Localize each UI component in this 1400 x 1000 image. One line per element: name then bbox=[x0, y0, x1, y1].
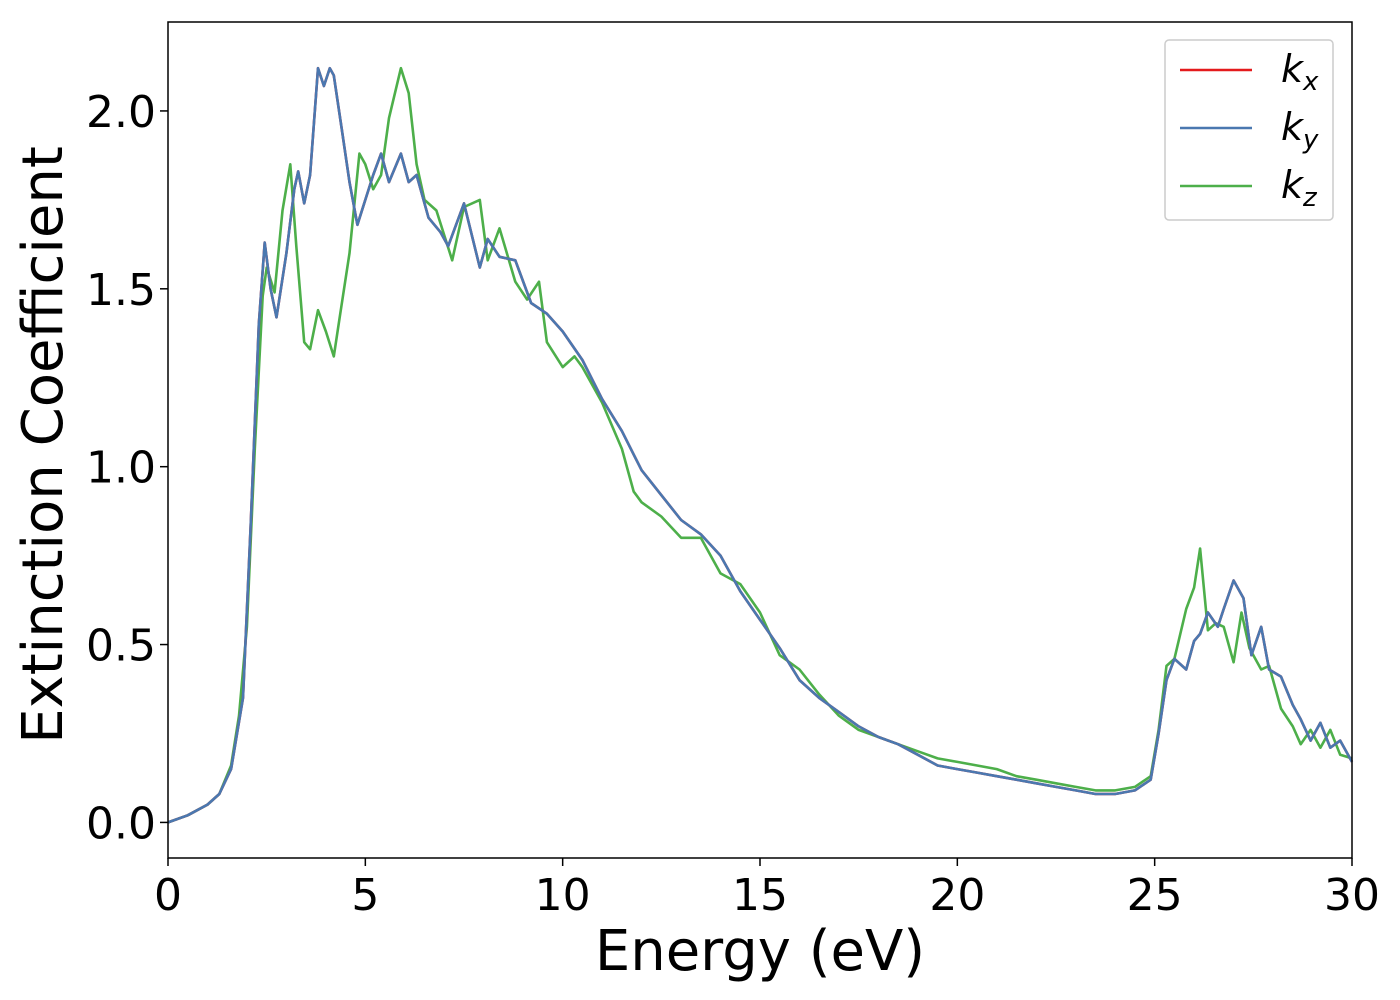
legend-label-ky: ky bbox=[1281, 105, 1319, 155]
x-tick-label: 0 bbox=[154, 870, 182, 921]
y-tick-label: 1.0 bbox=[86, 443, 156, 494]
x-tick-label: 5 bbox=[351, 870, 379, 921]
y-tick-label: 0.0 bbox=[86, 798, 156, 849]
legend: kx ky kz bbox=[1164, 39, 1334, 221]
legend-label-kz: kz bbox=[1281, 163, 1318, 213]
y-tick-label: 2.0 bbox=[86, 87, 156, 138]
series-line-ky bbox=[167, 66, 1354, 824]
legend-box bbox=[1164, 39, 1334, 221]
x-tick-label: 30 bbox=[1324, 870, 1380, 921]
x-axis-title: Energy (eV) bbox=[595, 919, 925, 984]
legend-label-kx: kx bbox=[1281, 47, 1319, 97]
y-tick-label: 0.5 bbox=[86, 621, 156, 672]
y-axis-title: Extinction Coefficient bbox=[11, 146, 76, 744]
y-tick-label: 1.5 bbox=[86, 265, 156, 316]
y-axis-ticks: 0.0 0.5 1.0 1.5 2.0 bbox=[86, 87, 168, 849]
series-line-kz bbox=[167, 66, 1353, 824]
plot-lines bbox=[167, 66, 1354, 824]
x-tick-label: 25 bbox=[1127, 870, 1183, 921]
x-tick-label: 15 bbox=[732, 870, 788, 921]
x-axis-ticks: 0 5 10 15 20 25 30 bbox=[154, 858, 1380, 921]
x-tick-label: 20 bbox=[929, 870, 985, 921]
x-tick-label: 10 bbox=[535, 870, 591, 921]
